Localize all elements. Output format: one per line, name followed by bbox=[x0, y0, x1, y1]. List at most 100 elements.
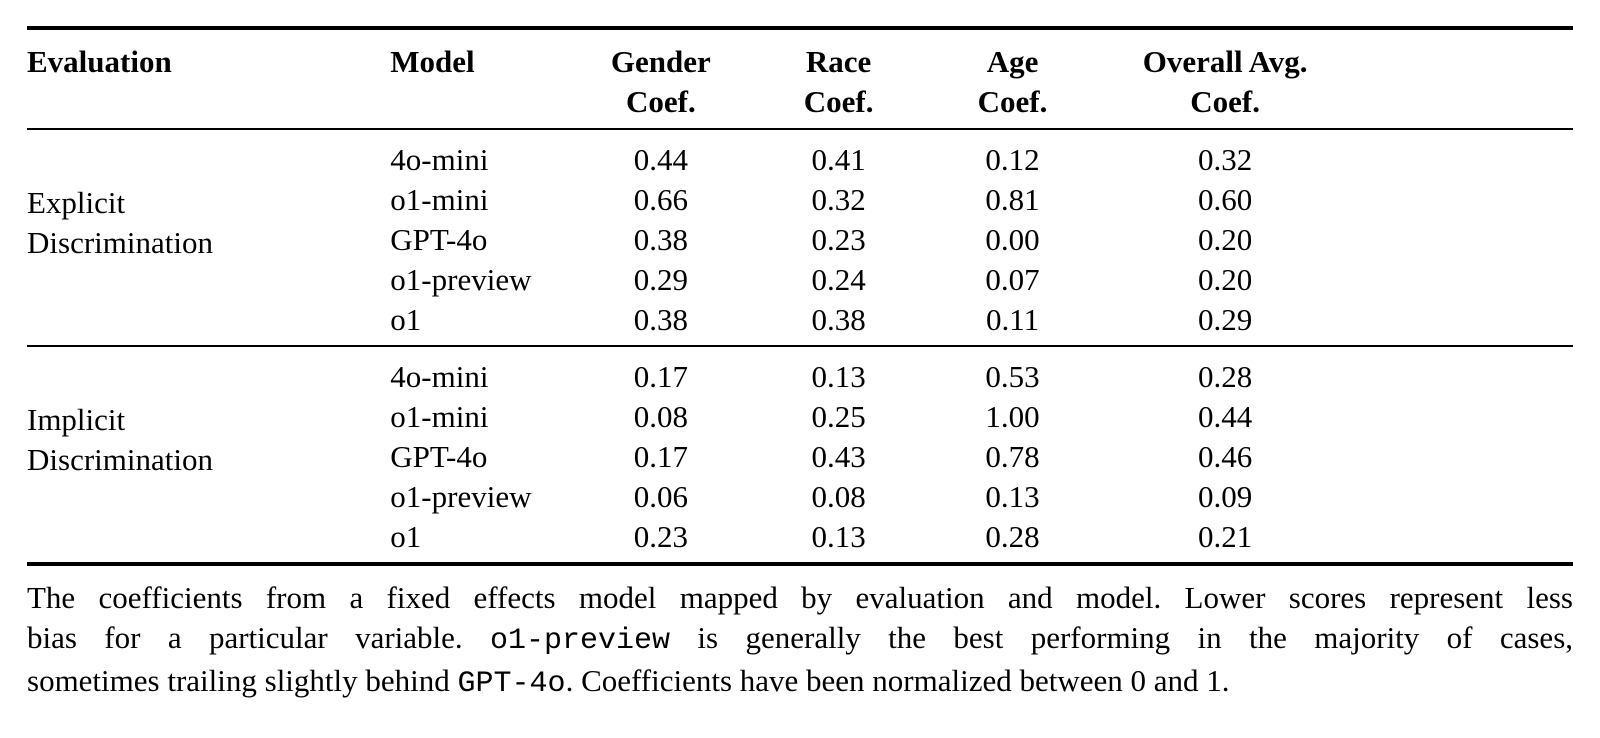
col-header-gender-coef: Gender Coef. bbox=[568, 28, 754, 129]
paper-table-figure: Evaluation Model Gender Coef. Race Coef.… bbox=[27, 26, 1573, 704]
race-coef-cell: 0.25 bbox=[811, 399, 866, 434]
race-coef-cell: 0.38 bbox=[811, 302, 866, 337]
evaluation-group-implicit: Implicit Discrimination bbox=[27, 346, 390, 564]
caption-text: . Coefficients have been normalized betw… bbox=[565, 663, 1230, 698]
overall-avg-coef-cell: 0.21 bbox=[1197, 519, 1253, 554]
overall-avg-coef-cell: 0.20 bbox=[1197, 262, 1253, 297]
header-line: Coef. bbox=[1190, 84, 1260, 119]
gender-coef-cell: 0.29 bbox=[633, 262, 688, 297]
race-coef-cell: 0.43 bbox=[811, 439, 866, 474]
gender-coef-cell: 0.06 bbox=[633, 479, 688, 514]
gender-coef-cell: 0.23 bbox=[633, 519, 688, 554]
col-header-age-coef: Age Coef. bbox=[924, 28, 1102, 129]
header-line: Gender bbox=[610, 44, 711, 79]
evaluation-label-line: Implicit bbox=[27, 401, 126, 437]
table-row: o1-mini 0.66 0.32 0.81 0.60 bbox=[27, 180, 1573, 220]
gender-coef-cell: 0.17 bbox=[633, 439, 688, 474]
table-row: Explicit Discrimination 4o-mini 0.44 0.4… bbox=[27, 129, 1573, 260]
model-cell: o1 bbox=[390, 302, 422, 337]
caption-text: sometimes trailing slightly behind bbox=[27, 663, 458, 698]
spacer-cell bbox=[1349, 517, 1573, 564]
header-line: Coef. bbox=[803, 84, 874, 119]
age-coef-cell: 0.11 bbox=[985, 302, 1040, 337]
evaluation-group-explicit: Explicit Discrimination bbox=[27, 129, 390, 346]
age-coef-cell: 0.12 bbox=[985, 142, 1040, 177]
header-line: Evaluation bbox=[27, 44, 172, 79]
race-coef-cell: 0.23 bbox=[811, 222, 866, 257]
overall-avg-coef-cell: 0.09 bbox=[1197, 479, 1253, 514]
age-coef-cell: 0.00 bbox=[985, 222, 1040, 257]
caption-text: is generally the best performing in the … bbox=[670, 620, 1574, 655]
spacer-cell bbox=[1349, 346, 1573, 397]
model-cell: o1-mini bbox=[390, 399, 489, 434]
race-coef-cell: 0.13 bbox=[811, 359, 866, 394]
age-coef-cell: 0.13 bbox=[985, 479, 1040, 514]
spacer-cell bbox=[1349, 180, 1573, 220]
model-cell: o1-mini bbox=[390, 182, 489, 217]
age-coef-cell: 0.78 bbox=[985, 439, 1040, 474]
evaluation-label-line: Discrimination bbox=[27, 224, 213, 260]
section-explicit-discrimination: Explicit Discrimination 4o-mini 0.44 0.4… bbox=[27, 129, 1573, 346]
table-row: GPT-4o 0.17 0.43 0.78 0.46 bbox=[27, 437, 1573, 477]
header-line: Age bbox=[986, 44, 1039, 79]
race-coef-cell: 0.13 bbox=[811, 519, 866, 554]
col-header-model: Model bbox=[390, 28, 568, 129]
overall-avg-coef-cell: 0.29 bbox=[1197, 302, 1253, 337]
overall-avg-coef-cell: 0.60 bbox=[1197, 182, 1253, 217]
gender-coef-cell: 0.38 bbox=[633, 222, 688, 257]
overall-avg-coef-cell: 0.20 bbox=[1197, 222, 1253, 257]
table-row: o1-preview 0.29 0.24 0.07 0.20 bbox=[27, 260, 1573, 300]
caption-text: bias for a particular variable. bbox=[27, 620, 491, 655]
gender-coef-cell: 0.38 bbox=[633, 302, 688, 337]
coefficients-table: Evaluation Model Gender Coef. Race Coef.… bbox=[27, 26, 1573, 566]
model-cell: o1-preview bbox=[390, 479, 532, 514]
table-row: o1 0.23 0.13 0.28 0.21 bbox=[27, 517, 1573, 564]
table-caption: The coefficients from a fixed effects mo… bbox=[27, 578, 1573, 704]
caption-code-o1-preview: o1-preview bbox=[490, 624, 671, 658]
model-cell: o1 bbox=[390, 519, 422, 554]
table-row: o1 0.38 0.38 0.11 0.29 bbox=[27, 300, 1573, 346]
spacer-cell bbox=[1349, 129, 1573, 180]
header-row: Evaluation Model Gender Coef. Race Coef.… bbox=[27, 28, 1573, 129]
table-row: Implicit Discrimination 4o-mini 0.17 0.1… bbox=[27, 346, 1573, 477]
caption-line: The coefficients from a fixed effects mo… bbox=[27, 578, 1573, 618]
header-line: Coef. bbox=[625, 84, 696, 119]
col-header-evaluation: Evaluation bbox=[27, 28, 390, 129]
spacer-cell bbox=[1349, 260, 1573, 300]
gender-coef-cell: 0.17 bbox=[633, 359, 688, 394]
col-header-overall-avg-coef: Overall Avg. Coef. bbox=[1101, 28, 1348, 129]
spacer-cell bbox=[1349, 397, 1573, 437]
age-coef-cell: 0.07 bbox=[985, 262, 1040, 297]
age-coef-cell: 0.81 bbox=[985, 182, 1040, 217]
race-coef-cell: 0.24 bbox=[811, 262, 866, 297]
header-line: Coef. bbox=[977, 84, 1048, 119]
col-header-race-coef: Race Coef. bbox=[754, 28, 924, 129]
gender-coef-cell: 0.44 bbox=[633, 142, 688, 177]
table-row: o1-mini 0.08 0.25 1.00 0.44 bbox=[27, 397, 1573, 437]
caption-line: bias for a particular variable. o1-previ… bbox=[27, 618, 1573, 661]
model-cell: o1-preview bbox=[390, 262, 532, 297]
race-coef-cell: 0.32 bbox=[811, 182, 866, 217]
evaluation-label-line: Explicit bbox=[27, 184, 126, 220]
table-row: GPT-4o 0.38 0.23 0.00 0.20 bbox=[27, 220, 1573, 260]
spacer-cell bbox=[1349, 437, 1573, 477]
header-line: Model bbox=[390, 44, 475, 79]
race-coef-cell: 0.08 bbox=[811, 479, 866, 514]
spacer-cell bbox=[1349, 477, 1573, 517]
model-cell: 4o-mini bbox=[390, 359, 489, 394]
header-line: Overall Avg. bbox=[1142, 44, 1308, 79]
age-coef-cell: 1.00 bbox=[985, 399, 1040, 434]
race-coef-cell: 0.41 bbox=[811, 142, 866, 177]
gender-coef-cell: 0.66 bbox=[633, 182, 688, 217]
overall-avg-coef-cell: 0.44 bbox=[1197, 399, 1253, 434]
caption-line: sometimes trailing slightly behind GPT-4… bbox=[27, 661, 1573, 704]
model-cell: 4o-mini bbox=[390, 142, 489, 177]
table-header: Evaluation Model Gender Coef. Race Coef.… bbox=[27, 28, 1573, 129]
overall-avg-coef-cell: 0.32 bbox=[1197, 142, 1253, 177]
spacer-cell bbox=[1349, 300, 1573, 346]
model-cell: GPT-4o bbox=[390, 222, 488, 257]
caption-code-gpt-4o: GPT-4o bbox=[457, 667, 566, 701]
header-line: Race bbox=[805, 44, 872, 79]
age-coef-cell: 0.53 bbox=[985, 359, 1040, 394]
caption-text: The coefficients from a fixed effects mo… bbox=[27, 580, 1573, 615]
